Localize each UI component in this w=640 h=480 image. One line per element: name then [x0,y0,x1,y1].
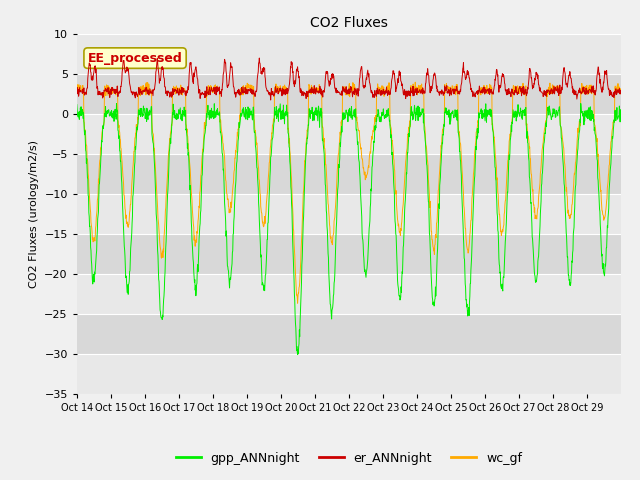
Y-axis label: CO2 Fluxes (urology/m2/s): CO2 Fluxes (urology/m2/s) [29,140,38,288]
Bar [77,313,621,354]
Text: EE_processed: EE_processed [88,51,182,65]
Bar [77,154,621,193]
Legend: gpp_ANNnight, er_ANNnight, wc_gf: gpp_ANNnight, er_ANNnight, wc_gf [171,447,527,469]
Bar [77,234,621,274]
Bar [77,274,621,313]
Bar [77,73,621,114]
Bar [77,354,621,394]
Bar [77,193,621,234]
Bar [77,34,621,73]
Bar [77,114,621,154]
Title: CO2 Fluxes: CO2 Fluxes [310,16,388,30]
